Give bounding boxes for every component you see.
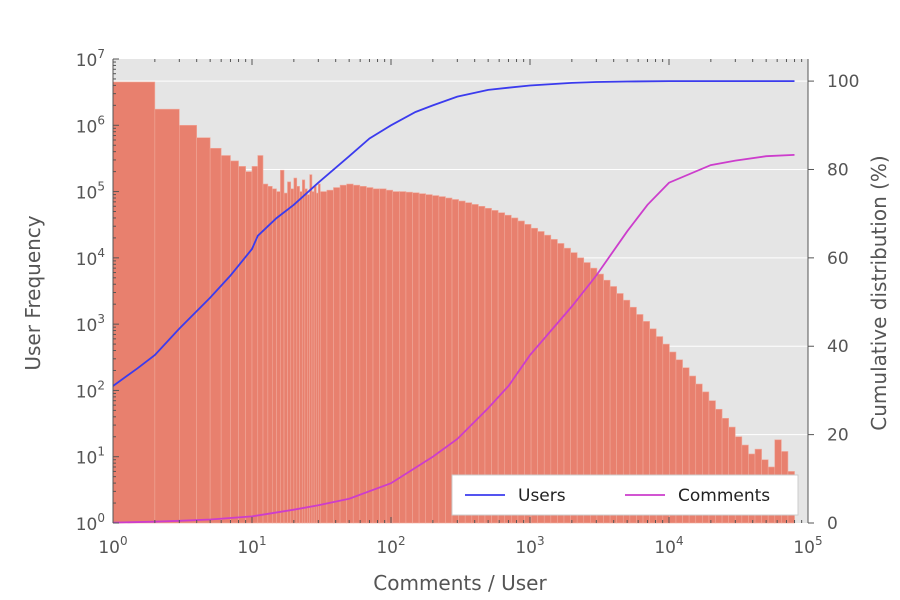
histogram-bars xyxy=(112,81,795,524)
cumulative-lines xyxy=(112,80,795,524)
histogram-bar xyxy=(209,147,222,524)
histogram-bar xyxy=(366,187,374,524)
y-tick-label: 103 xyxy=(76,312,105,336)
x-tick-label: 100 xyxy=(98,534,127,558)
histogram-bar xyxy=(276,191,281,524)
histogram-bar xyxy=(438,196,446,524)
histogram-bar xyxy=(319,191,328,524)
tick-labels: 100 101 102 103 104 105 100 101 102 103 104 105 106 1… xyxy=(76,47,860,558)
histogram-bar xyxy=(431,195,440,524)
histogram-bar xyxy=(359,186,367,524)
y-axis-title: User Frequency xyxy=(21,215,45,370)
x-tick-label: 104 xyxy=(654,534,683,558)
histogram-bar xyxy=(267,186,273,524)
y2-tick-label: 80 xyxy=(827,160,849,180)
x-tick-label: 105 xyxy=(793,534,822,558)
histogram-bar xyxy=(283,192,288,524)
histogram-bar xyxy=(154,108,180,524)
y-tick-label: 104 xyxy=(76,246,105,270)
histogram-bar xyxy=(220,155,231,524)
legend: Users Comments xyxy=(451,474,799,516)
histogram-bar xyxy=(399,191,407,524)
histogram-bar xyxy=(352,184,361,524)
histogram-bar xyxy=(112,81,156,524)
histogram-bar xyxy=(339,184,347,524)
y2-tick-label: 40 xyxy=(827,337,849,357)
histogram-bar xyxy=(379,188,387,524)
y-tick-label: 105 xyxy=(76,180,105,204)
histogram-bar xyxy=(293,177,298,524)
histogram-bar xyxy=(301,179,306,524)
histogram-bar xyxy=(262,183,269,524)
users-line xyxy=(112,80,795,387)
y-tick-label: 107 xyxy=(76,47,105,71)
histogram-bar xyxy=(304,188,308,524)
histogram-bar xyxy=(309,174,313,524)
histogram-bar xyxy=(346,183,354,524)
histogram-bar xyxy=(445,197,453,524)
y2-tick-label: 20 xyxy=(827,426,849,446)
y2-tick-label: 100 xyxy=(827,72,859,92)
histogram-bar xyxy=(311,191,315,524)
histogram-bar xyxy=(326,189,334,524)
histogram-bar xyxy=(313,186,317,524)
y2-axis-title: Cumulative distribution (%) xyxy=(867,155,891,430)
histogram-bar xyxy=(290,188,295,524)
histogram-bar xyxy=(385,189,394,524)
y-tick-label: 101 xyxy=(76,445,105,469)
x-tick-label: 102 xyxy=(376,534,405,558)
y-tick-label: 106 xyxy=(76,113,105,137)
histogram-bar xyxy=(179,124,197,524)
histogram-bar xyxy=(272,188,277,524)
y2-tick-label: 60 xyxy=(827,249,849,269)
histogram-bar xyxy=(307,194,310,524)
tick-marks xyxy=(112,58,814,524)
histogram-bar xyxy=(392,191,400,524)
histogram-bar xyxy=(451,199,459,524)
x-tick-label: 101 xyxy=(237,534,266,558)
histogram-bar xyxy=(412,192,420,524)
histogram-bar xyxy=(280,169,285,524)
histogram-bar xyxy=(196,137,211,524)
y2-tick-label: 0 xyxy=(827,514,838,534)
histogram-bar xyxy=(238,166,246,524)
histogram-bar xyxy=(257,155,264,524)
histogram-bar xyxy=(251,166,259,524)
histogram-bar xyxy=(425,194,433,524)
legend-comments-label: Comments xyxy=(678,486,770,506)
histogram-bar xyxy=(418,193,426,524)
histogram-bar xyxy=(315,192,319,524)
histogram-bar xyxy=(296,186,300,524)
legend-users-label: Users xyxy=(518,486,566,506)
histogram-bar xyxy=(287,181,292,524)
histogram-bar xyxy=(299,191,303,524)
y-tick-label: 100 xyxy=(76,511,105,535)
x-tick-label: 103 xyxy=(515,534,544,558)
comments-line xyxy=(112,154,795,524)
histogram-bar xyxy=(372,188,380,524)
y-tick-label: 102 xyxy=(76,378,105,402)
histogram-bar xyxy=(333,187,341,524)
histogram-bar xyxy=(230,160,239,524)
axes xyxy=(112,59,809,523)
histogram-bar xyxy=(245,171,253,524)
x-axis-title: Comments / User xyxy=(373,571,547,595)
